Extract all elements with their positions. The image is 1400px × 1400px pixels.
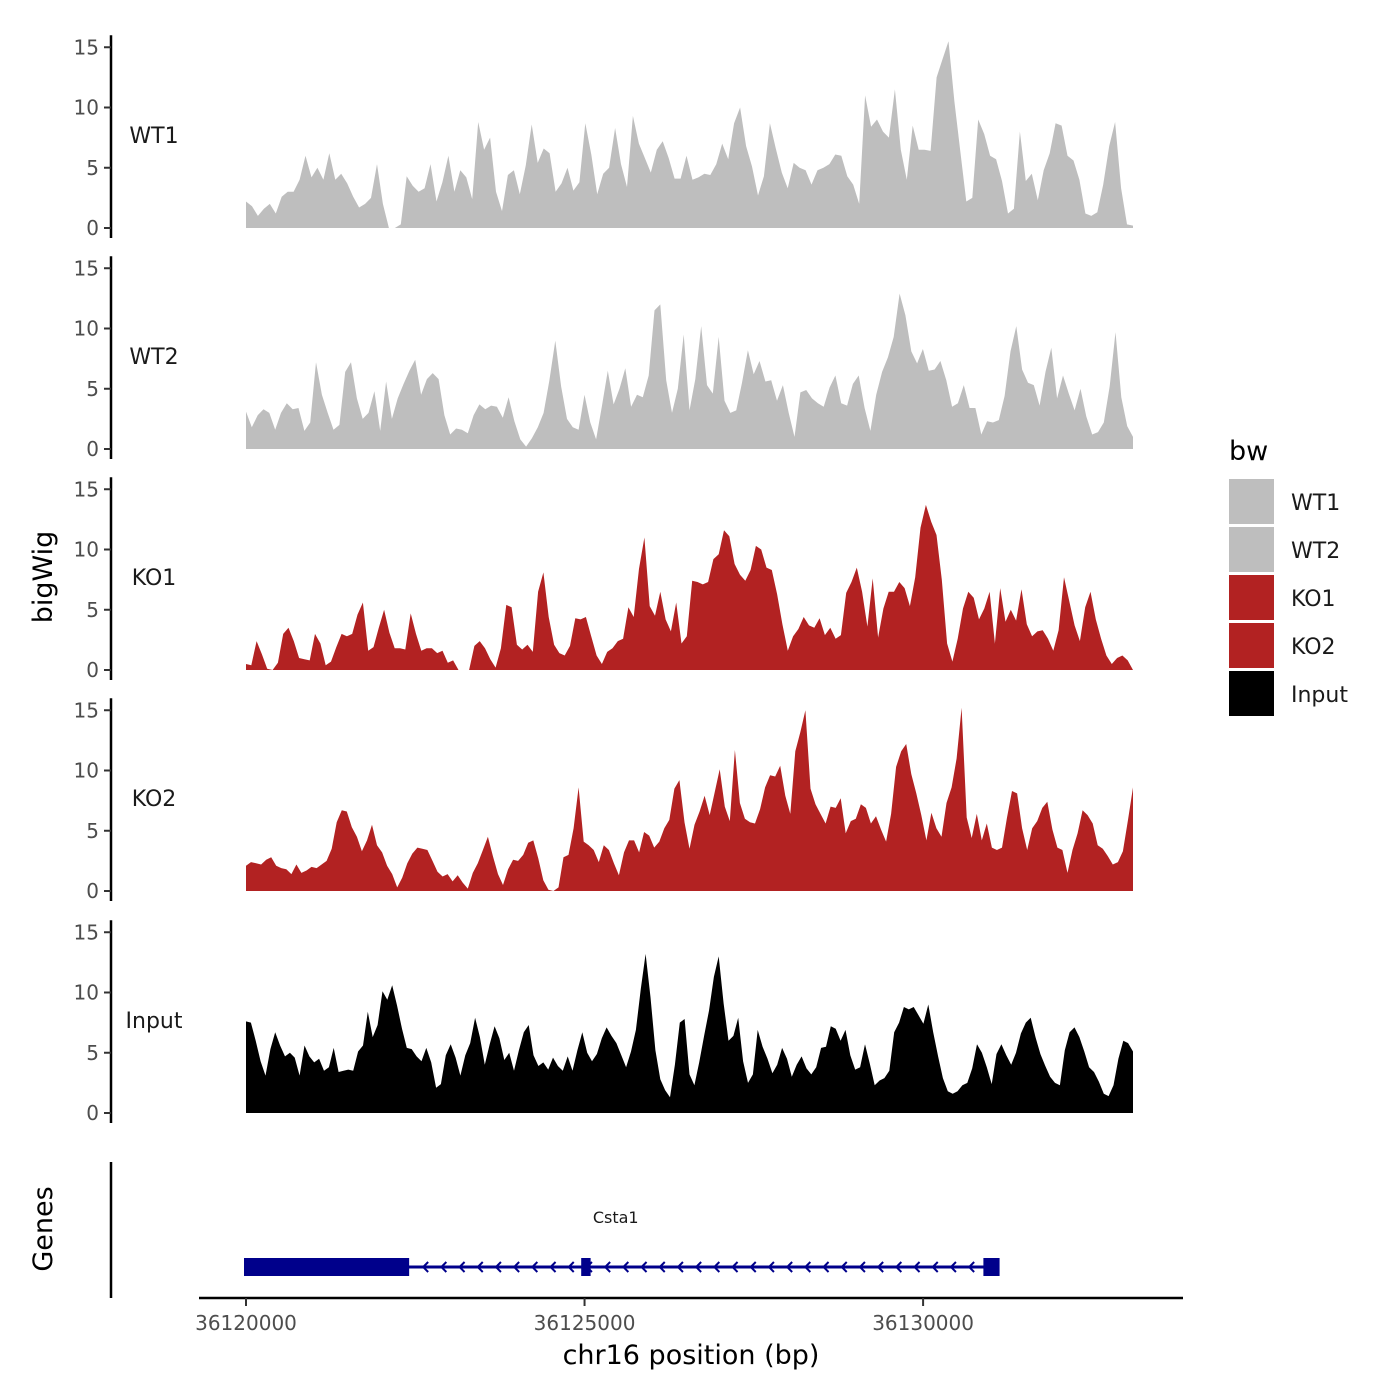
strand-arrow (494, 1261, 502, 1273)
legend-label-input: Input (1291, 683, 1348, 708)
strand-arrow (858, 1261, 866, 1273)
gene-exon (983, 1258, 1000, 1276)
gene-name-label: Csta1 (593, 1208, 639, 1227)
legend-label-wt2: WT2 (1291, 539, 1340, 564)
x-tick-label: 36130000 (872, 1311, 974, 1335)
x-axis-title: chr16 position (bp) (563, 1340, 820, 1371)
strand-arrow (731, 1261, 739, 1273)
strand-arrow (658, 1261, 666, 1273)
y-tick-label: 10 (74, 317, 99, 341)
strand-arrow (621, 1261, 630, 1273)
genes-y-axis-title: Genes (28, 1186, 59, 1271)
legend-label-ko2: KO2 (1291, 635, 1336, 660)
strand-arrow (640, 1261, 648, 1273)
strand-arrow (767, 1261, 775, 1273)
x-axis: 36120000 36125000 36130000 chr16 position … (195, 1296, 1183, 1371)
strand-arrow (603, 1261, 611, 1273)
y-tick-label: 5 (86, 1041, 99, 1065)
strand-arrow (785, 1261, 793, 1273)
legend: bw WT1 WT2 KO1 KO2 Input (1229, 436, 1348, 716)
track-label: WT1 (129, 124, 178, 149)
gene-model: Csta1 (244, 1208, 1000, 1276)
strand-arrow (694, 1261, 702, 1273)
track-label: KO2 (132, 787, 177, 812)
strand-arrow (913, 1261, 921, 1273)
strand-arrow (949, 1261, 957, 1273)
y-tick-label: 5 (86, 156, 99, 180)
strand-arrow (530, 1261, 539, 1273)
y-tick-label: 0 (86, 658, 99, 682)
gene-exon (581, 1258, 591, 1276)
track-ko2: 0 5 10 15 KO2 (74, 698, 1133, 903)
legend-key-ko2 (1229, 623, 1274, 668)
legend-title: bw (1229, 436, 1268, 467)
strand-arrow (421, 1261, 429, 1273)
y-tick-label: 15 (74, 256, 99, 280)
y-tick-label: 0 (86, 216, 99, 240)
x-tick-label: 36125000 (534, 1311, 636, 1335)
strand-arrow (567, 1261, 575, 1273)
y-tick-label: 15 (74, 477, 99, 501)
track-wt2: 0 5 10 15 WT2 (74, 256, 1133, 461)
legend-items: WT1 WT2 KO1 KO2 Input (1229, 479, 1348, 716)
coverage-area-wt2 (246, 293, 1133, 449)
strand-arrow (876, 1261, 884, 1273)
legend-key-input (1229, 671, 1274, 716)
y-tick-label: 10 (74, 981, 99, 1005)
y-tick-label: 0 (86, 437, 99, 461)
y-tick-label: 5 (86, 819, 99, 843)
x-tick-label: 36120000 (195, 1311, 297, 1335)
legend-label-wt1: WT1 (1291, 491, 1340, 516)
strand-arrow (749, 1261, 757, 1273)
legend-label-ko1: KO1 (1291, 587, 1336, 612)
y-tick-label: 0 (86, 1101, 99, 1125)
gene-exon (244, 1258, 410, 1276)
genes-track: Genes Csta1 (28, 1162, 1000, 1298)
strand-arrow (803, 1261, 812, 1273)
strand-arrow (476, 1261, 484, 1273)
strand-arrow (458, 1261, 466, 1273)
y-tick-label: 10 (74, 538, 99, 562)
y-tick-label: 15 (74, 35, 99, 59)
track-ko1: 0 5 10 15 KO1 (74, 477, 1133, 682)
strand-arrow (840, 1261, 848, 1273)
legend-key-ko1 (1229, 575, 1274, 620)
strand-arrow (712, 1261, 721, 1273)
legend-key-wt2 (1229, 527, 1274, 572)
y-axis-title: bigWig (28, 531, 59, 624)
track-label: Input (126, 1009, 183, 1034)
strand-arrow (931, 1261, 939, 1273)
track-label: KO1 (132, 566, 177, 591)
track-label: WT2 (129, 345, 178, 370)
strand-arrow (894, 1261, 903, 1273)
y-tick-label: 15 (74, 920, 99, 944)
gene-models: Csta1 (244, 1208, 1000, 1276)
y-tick-label: 5 (86, 598, 99, 622)
strand-arrow (512, 1261, 520, 1273)
coverage-area-wt1 (246, 41, 1133, 229)
strand-arrow (549, 1261, 557, 1273)
coverage-area-input (246, 953, 1133, 1113)
strand-arrow (676, 1261, 684, 1273)
x-axis-ticks: 36120000 36125000 36130000 (195, 1298, 974, 1335)
y-tick-label: 10 (74, 96, 99, 120)
strand-arrow (822, 1261, 830, 1273)
track-input: 0 5 10 15 Input (74, 920, 1133, 1125)
y-tick-label: 5 (86, 377, 99, 401)
bigwig-tracks: 0 5 10 15 WT1 0 5 10 15 WT2 0 5 10 15 KO1 0 5 10 15 KO2 0 5 10… (74, 35, 1133, 1125)
y-tick-label: 10 (74, 759, 99, 783)
y-tick-label: 15 (74, 698, 99, 722)
strand-arrow (439, 1261, 448, 1273)
y-tick-label: 0 (86, 879, 99, 903)
legend-key-wt1 (1229, 479, 1274, 524)
coverage-area-ko2 (246, 707, 1133, 891)
track-wt1: 0 5 10 15 WT1 (74, 35, 1133, 240)
strand-arrow (967, 1261, 975, 1273)
coverage-area-ko1 (246, 504, 1133, 670)
